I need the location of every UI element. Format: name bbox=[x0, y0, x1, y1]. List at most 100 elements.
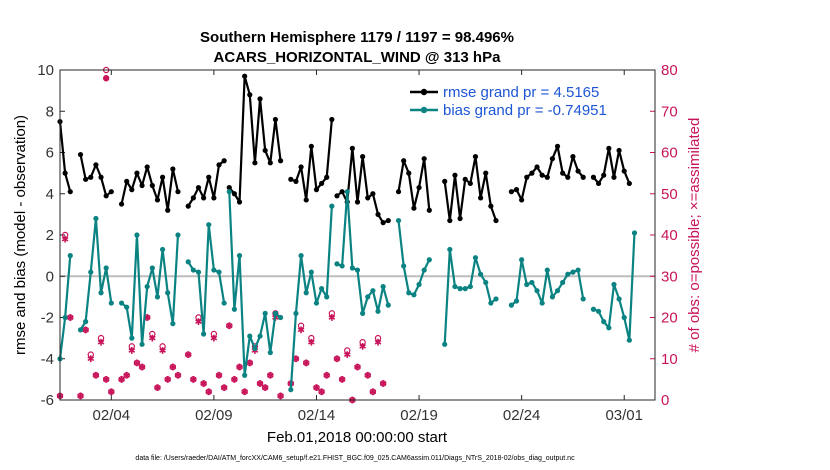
bias-point bbox=[549, 294, 556, 300]
rmse-point bbox=[103, 193, 109, 199]
obs-assimilated-point bbox=[159, 347, 166, 354]
obs-assimilated-point bbox=[87, 355, 95, 363]
rmse-point bbox=[370, 191, 376, 197]
rmse-point bbox=[565, 174, 571, 180]
rmse-point bbox=[129, 187, 135, 193]
obs-assimilated-point bbox=[318, 388, 325, 396]
obs-assimilated-stroke bbox=[169, 364, 177, 370]
rmse-point bbox=[529, 170, 535, 176]
obs-assimilated-point bbox=[333, 355, 341, 363]
obs-assimilated-point bbox=[241, 388, 248, 396]
bias-point bbox=[626, 337, 632, 343]
obs-assimilated-stroke bbox=[256, 381, 264, 386]
bias-point bbox=[324, 294, 330, 300]
rmse-point bbox=[175, 189, 181, 195]
rmse-point bbox=[467, 180, 473, 187]
obs-assimilated-stroke bbox=[61, 236, 69, 242]
obs-assimilated-stroke bbox=[277, 393, 284, 399]
obs-assimilated-stroke bbox=[107, 389, 115, 395]
bias-point bbox=[226, 189, 232, 195]
rmse-point bbox=[118, 201, 125, 207]
bias-point bbox=[570, 269, 576, 275]
bias-point bbox=[67, 253, 73, 259]
rmse-point bbox=[159, 174, 166, 180]
obs-assimilated-point bbox=[195, 318, 202, 326]
obs-assimilated-stroke bbox=[379, 381, 387, 386]
bias-point bbox=[370, 288, 376, 294]
bias-point bbox=[519, 257, 525, 263]
bias-point bbox=[267, 349, 273, 356]
obs-assimilated-point bbox=[277, 392, 284, 400]
obs-assimilated-point bbox=[261, 384, 269, 392]
obs-assimilated-point bbox=[118, 375, 125, 383]
rmse-point bbox=[216, 162, 222, 168]
rmse-point bbox=[139, 182, 145, 189]
bias-point bbox=[375, 308, 381, 314]
series-layer bbox=[57, 73, 638, 393]
rmse-point bbox=[298, 164, 304, 170]
bias-point bbox=[575, 267, 581, 273]
rmse-point bbox=[242, 73, 248, 79]
rmse-point bbox=[303, 197, 309, 203]
bias-point bbox=[298, 253, 304, 259]
obs-assimilated-stroke bbox=[102, 376, 110, 382]
rmse-point bbox=[334, 193, 340, 199]
rmse-point bbox=[226, 184, 232, 191]
obs-assimilated-point bbox=[61, 235, 69, 243]
obs-assimilated-stroke bbox=[323, 372, 331, 378]
rmse-point bbox=[165, 207, 171, 213]
bias-point bbox=[544, 267, 550, 273]
y-tick-label: 10 bbox=[37, 62, 54, 79]
bias-point bbox=[539, 300, 545, 306]
bias-point bbox=[83, 319, 89, 325]
bias-point bbox=[349, 265, 355, 271]
obs-assimilated-point bbox=[374, 338, 382, 346]
rmse-point bbox=[395, 189, 402, 195]
chart-title-line2: ACARS_HORIZONTAL_WIND @ 313 hPa bbox=[214, 49, 502, 66]
rmse-point bbox=[67, 189, 73, 195]
bias-point bbox=[165, 290, 171, 296]
rmse-point bbox=[201, 195, 207, 201]
bias-point bbox=[124, 304, 130, 310]
rmse-point bbox=[554, 143, 561, 149]
rmse-point bbox=[354, 199, 361, 205]
bias-point bbox=[272, 310, 279, 316]
bias-point bbox=[252, 345, 258, 352]
bias-point bbox=[457, 286, 463, 292]
rmse-point bbox=[493, 217, 499, 224]
bias-point bbox=[452, 283, 458, 290]
rmse-point bbox=[570, 154, 576, 160]
bias-point bbox=[524, 281, 530, 288]
bias-point bbox=[631, 230, 638, 236]
obs-assimilated-stroke bbox=[231, 376, 238, 382]
obs-assimilated-stroke bbox=[364, 372, 372, 378]
rmse-point bbox=[257, 96, 263, 102]
rmse-point bbox=[185, 203, 191, 209]
obs-assimilated-point bbox=[379, 380, 387, 387]
rmse-point bbox=[421, 156, 427, 162]
obs-assimilated-stroke bbox=[333, 356, 341, 362]
rmse-point bbox=[124, 178, 130, 184]
obs-assimilated-stroke bbox=[307, 339, 315, 345]
rmse-point bbox=[549, 156, 556, 162]
footnote: data file: /Users/raeder/DAI/ATM_forcXX/… bbox=[135, 455, 575, 462]
bias-point bbox=[93, 215, 99, 222]
obs-assimilated-stroke bbox=[66, 315, 74, 320]
rmse-point bbox=[149, 182, 155, 189]
obs-assimilated-stroke bbox=[154, 385, 161, 391]
rmse-point bbox=[601, 172, 607, 178]
obs-assimilated-point bbox=[236, 363, 243, 371]
y-tick-label: 4 bbox=[46, 186, 54, 203]
rmse-point bbox=[83, 176, 89, 182]
bias-point bbox=[478, 271, 484, 277]
bias-point bbox=[595, 308, 602, 314]
bias-point bbox=[467, 283, 473, 290]
bias-point bbox=[606, 325, 612, 331]
legend-rmse-label: rmse grand pr = 4.5165 bbox=[443, 84, 599, 101]
rmse-point bbox=[580, 174, 586, 180]
obs-assimilated-stroke bbox=[138, 364, 146, 370]
bias-point bbox=[242, 372, 248, 378]
bias-point bbox=[611, 281, 617, 288]
obs-assimilated-point bbox=[369, 388, 377, 396]
